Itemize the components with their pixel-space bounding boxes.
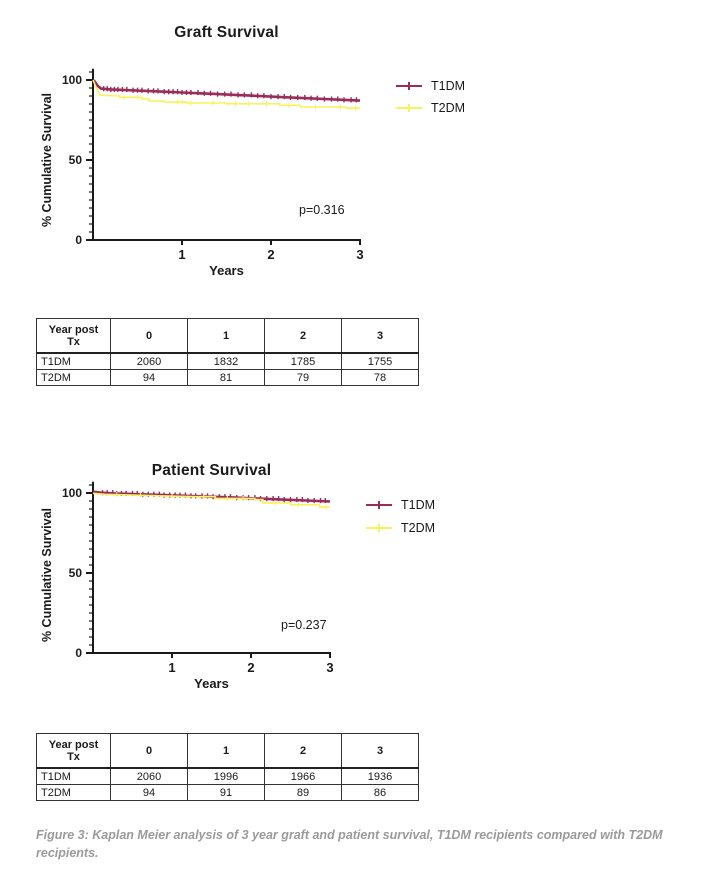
censor-tick-icon [378, 524, 380, 532]
table-row: T1DM 2060 1996 1966 1936 [36, 767, 419, 785]
value-cell: 89 [264, 784, 342, 801]
patient-p-value: p=0.237 [281, 618, 327, 632]
table-row: T2DM 94 81 79 78 [36, 369, 419, 386]
row-label-cell: T2DM [36, 369, 111, 386]
graft-p-value: p=0.316 [299, 203, 345, 217]
t1dm-line-marker-icon [366, 501, 392, 509]
value-cell: 86 [341, 784, 419, 801]
value-cell: 1996 [187, 767, 265, 785]
table-header-cell: 2 [264, 733, 342, 769]
table-header-cell: 1 [187, 318, 265, 354]
patient-risk-table: Year post Tx 0 1 2 3 T1DM 2060 1996 1966 1936 T2DM… [36, 733, 419, 801]
row-label-cell: T1DM [36, 352, 111, 370]
graft-risk-table: Year post Tx 0 1 2 3 T1DM 2060 1832 1785 1755 T2DM… [36, 318, 419, 386]
x-tick-label: 1 [168, 660, 175, 675]
t1dm-line-marker-icon [396, 82, 422, 90]
value-cell: 2060 [110, 352, 188, 370]
t2dm-survival-curve [92, 79, 360, 109]
censor-tick-icon [378, 501, 380, 509]
value-cell: 94 [110, 784, 188, 801]
graft-survival-title: Graft Survival [174, 24, 279, 41]
censor-tick-icon [408, 104, 410, 112]
table-header-cell: 3 [341, 318, 419, 354]
value-cell: 91 [187, 784, 265, 801]
legend-label-t1dm: T1DM [401, 498, 436, 512]
y-tick-label: 0 [75, 646, 82, 660]
value-cell: 1966 [264, 767, 342, 785]
t1dm-survival-curve [92, 79, 361, 102]
value-cell: 81 [187, 369, 265, 386]
figure-caption: Figure 3: Kaplan Meier analysis of 3 yea… [36, 828, 663, 860]
graft-x-axis-label: Years [209, 263, 244, 278]
value-cell: 78 [341, 369, 419, 386]
table-header-row: Year post Tx 0 1 2 3 [36, 318, 419, 354]
graft-legend-item-t2dm: T2DM [396, 101, 465, 115]
value-cell: 2060 [110, 767, 188, 785]
x-tick-label: 2 [247, 660, 254, 675]
y-tick-label: 50 [69, 566, 83, 580]
table-header-cell: Year post Tx [36, 318, 111, 354]
value-cell: 1785 [264, 352, 342, 370]
value-cell: 94 [110, 369, 188, 386]
table-row: T2DM 94 91 89 86 [36, 784, 419, 801]
x-tick-label: 2 [267, 247, 274, 262]
value-cell: 1936 [341, 767, 419, 785]
x-tick-label: 1 [178, 247, 185, 262]
y-tick-label: 100 [62, 73, 82, 87]
x-tick-label: 3 [326, 660, 333, 675]
graft-legend-item-t1dm: T1DM [396, 79, 465, 93]
table-header-cell: Year post Tx [36, 733, 111, 769]
t2dm-line-marker-icon [396, 104, 422, 112]
value-cell: 1832 [187, 352, 265, 370]
censor-tick-icon [408, 82, 410, 90]
table-header-row: Year post Tx 0 1 2 3 [36, 733, 419, 769]
legend-label-t2dm: T2DM [431, 101, 466, 115]
patient-legend-item-t1dm: T1DM [366, 498, 435, 512]
graft-survival-km-plot: 0 50 100 1 2 3 [62, 68, 364, 262]
patient-survival-km-plot: 0 50 100 1 2 3 [62, 481, 334, 675]
patient-legend-item-t2dm: T2DM [366, 521, 435, 535]
x-tick-label: 3 [356, 247, 363, 262]
value-cell: 1755 [341, 352, 419, 370]
row-label-cell: T1DM [36, 767, 111, 785]
table-header-cell: 2 [264, 318, 342, 354]
value-cell: 79 [264, 369, 342, 386]
row-label-cell: T2DM [36, 784, 111, 801]
t2dm-survival-curve [92, 492, 330, 508]
y-tick-label: 0 [75, 233, 82, 247]
legend-label-t2dm: T2DM [401, 521, 436, 535]
table-header-cell: 3 [341, 733, 419, 769]
table-header-cell: 1 [187, 733, 265, 769]
y-tick-label: 100 [62, 486, 82, 500]
t2dm-line-marker-icon [366, 524, 392, 532]
table-header-cell: 0 [110, 318, 188, 354]
table-header-cell: 0 [110, 733, 188, 769]
y-tick-label: 50 [69, 153, 83, 167]
patient-x-axis-label: Years [194, 676, 229, 691]
legend-label-t1dm: T1DM [431, 79, 466, 93]
table-row: T1DM 2060 1832 1785 1755 [36, 352, 419, 370]
patient-survival-title: Patient Survival [151, 462, 272, 479]
